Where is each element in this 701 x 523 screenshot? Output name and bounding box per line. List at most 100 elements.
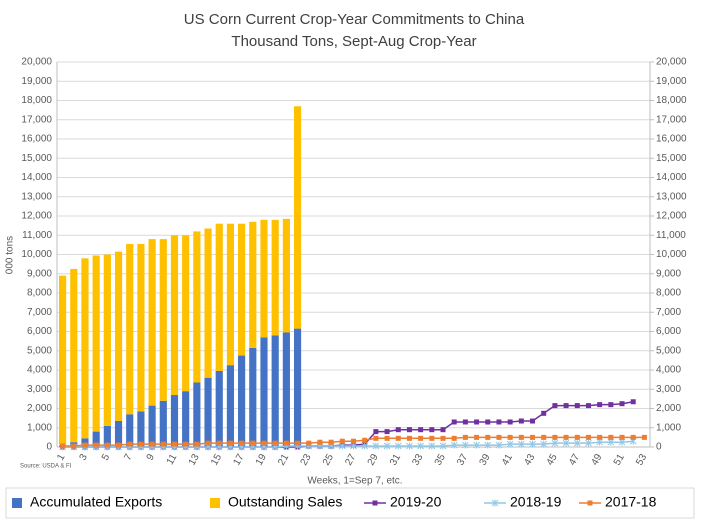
- bar: [182, 391, 190, 447]
- bar: [238, 355, 246, 447]
- source: Source: USDA & FI: [20, 464, 72, 470]
- y2-tick-label: 7,000: [656, 307, 681, 318]
- x-tick-label: 19: [254, 452, 269, 468]
- marker: [473, 441, 480, 449]
- marker: [394, 442, 402, 450]
- x-tick-label: 3: [78, 452, 91, 463]
- y-tick-label: 20,000: [21, 57, 52, 68]
- legend-marker: [372, 500, 378, 506]
- bar: [271, 335, 279, 447]
- y2-tick-label: 19,000: [656, 76, 687, 87]
- marker: [306, 440, 312, 446]
- marker: [507, 434, 513, 440]
- bar: [137, 243, 145, 412]
- x-tick-label: 31: [388, 452, 403, 468]
- marker: [574, 403, 580, 409]
- legend-swatch: [12, 498, 22, 508]
- marker: [608, 434, 614, 440]
- bar: [193, 231, 201, 383]
- y-tick-label: 3,000: [27, 384, 52, 395]
- y-tick-label: 17,000: [21, 114, 52, 125]
- y2-tick-label: 18,000: [656, 95, 687, 106]
- marker: [485, 419, 491, 425]
- marker: [529, 440, 536, 448]
- bar: [271, 219, 279, 336]
- bar: [92, 431, 100, 447]
- y-tick-label: 16,000: [21, 134, 52, 145]
- legend-label: Outstanding Sales: [228, 494, 342, 510]
- bar: [260, 219, 268, 338]
- marker: [149, 441, 155, 447]
- bar: [159, 239, 167, 401]
- marker: [630, 399, 636, 405]
- y-tick-label: 11,000: [22, 230, 52, 241]
- marker: [496, 419, 502, 425]
- bar: [114, 421, 123, 447]
- x-tick-label: 5: [100, 452, 113, 463]
- x-tick-label: 35: [433, 452, 448, 468]
- y2-tick-label: 13,000: [656, 191, 687, 202]
- x-tick-label: 13: [187, 452, 202, 468]
- y-tick-label: 4,000: [27, 365, 52, 376]
- marker: [541, 410, 547, 416]
- bar: [159, 400, 167, 447]
- bar: [215, 370, 223, 447]
- bar: [293, 328, 302, 447]
- bar: [148, 405, 156, 447]
- marker: [518, 434, 524, 440]
- bar: [182, 235, 190, 392]
- y-tick-label: 6,000: [27, 326, 52, 337]
- marker: [250, 440, 256, 446]
- marker: [585, 434, 591, 440]
- y2-tick-label: 10,000: [656, 249, 687, 260]
- y2-tick-label: 2,000: [656, 403, 681, 414]
- marker: [518, 418, 524, 424]
- bar: [215, 223, 223, 371]
- marker: [295, 440, 301, 446]
- marker: [562, 439, 570, 447]
- marker: [362, 437, 368, 443]
- marker: [485, 434, 491, 440]
- bar: [204, 228, 212, 378]
- y-tick-label: 9,000: [27, 268, 52, 279]
- marker: [127, 441, 133, 447]
- y-tick-label: 13,000: [21, 191, 52, 202]
- bar: [260, 337, 268, 447]
- marker: [507, 419, 513, 425]
- marker: [540, 440, 548, 448]
- legend-label: 2017-18: [605, 494, 657, 510]
- legend-swatch: [210, 498, 220, 508]
- x-tick-label: 17: [231, 452, 246, 468]
- bar: [92, 255, 100, 432]
- x-tick-label: 11: [165, 452, 180, 467]
- bar: [126, 243, 134, 415]
- marker: [495, 441, 503, 449]
- marker: [216, 440, 222, 446]
- legend-box: [5, 487, 695, 519]
- y-tick-label: 19,000: [21, 76, 52, 87]
- y2-tick-label: 14,000: [656, 172, 687, 183]
- marker: [619, 401, 625, 407]
- x-tick-label: 49: [589, 452, 604, 468]
- y-tick-label: 2,000: [27, 403, 52, 414]
- legend-label: Accumulated Exports: [30, 494, 162, 510]
- marker: [552, 434, 558, 440]
- y-tick-label: 18,000: [21, 95, 52, 106]
- y-axis-label: 000 tons: [5, 236, 16, 274]
- x-tick-label: 1: [55, 452, 68, 463]
- marker: [383, 442, 391, 450]
- marker: [160, 441, 166, 447]
- marker: [530, 434, 536, 440]
- y2-tick-label: 4,000: [656, 365, 681, 376]
- y2-tick-label: 5,000: [656, 345, 681, 356]
- bar: [103, 254, 111, 426]
- marker: [563, 403, 569, 409]
- marker: [328, 439, 334, 445]
- y2-tick-label: 9,000: [656, 268, 681, 279]
- marker: [395, 435, 401, 441]
- x-tick-label: 7: [122, 452, 135, 463]
- y2-tick-label: 8,000: [656, 288, 681, 299]
- marker: [261, 440, 267, 446]
- bar: [81, 258, 89, 439]
- x-tick-label: 51: [612, 452, 627, 468]
